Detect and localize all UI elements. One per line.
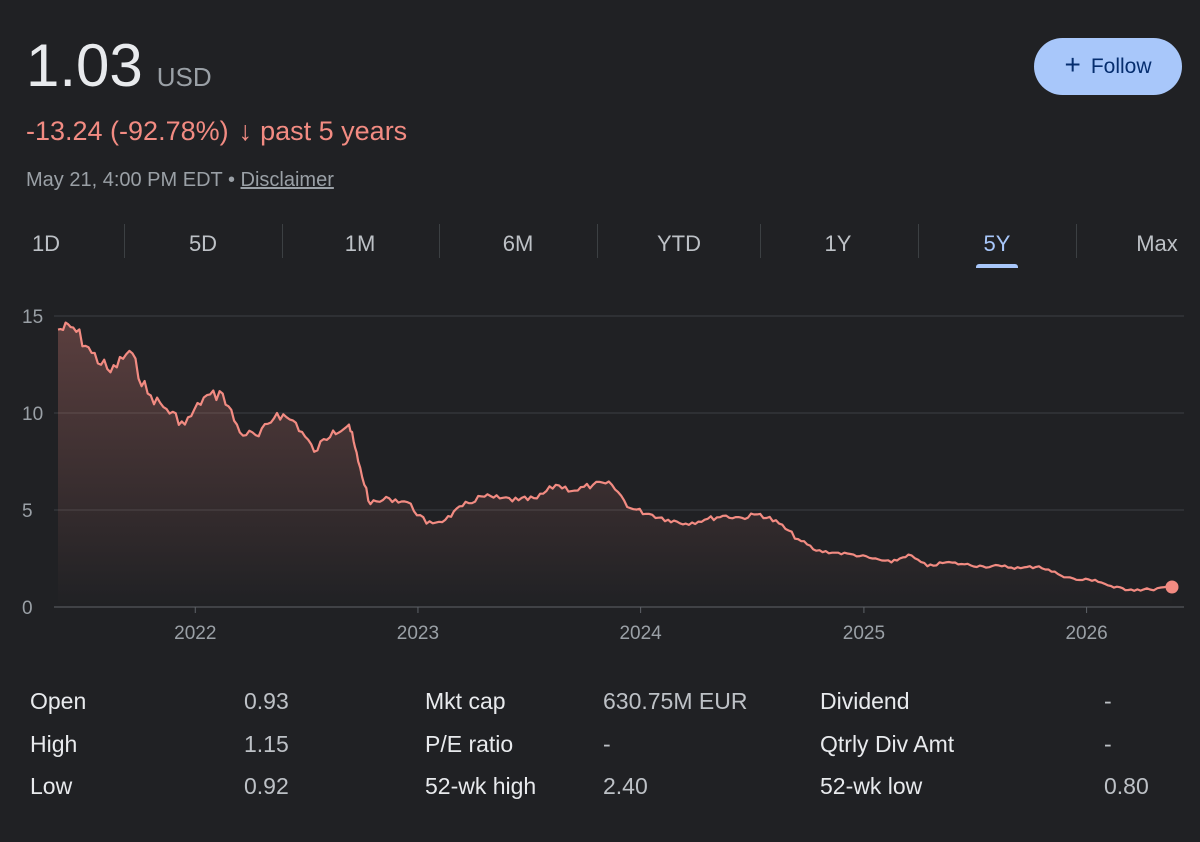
tab-label: 1D xyxy=(31,231,61,256)
stat-label: Low xyxy=(30,773,73,799)
tab-divider xyxy=(1076,224,1077,258)
tab-divider xyxy=(124,224,125,258)
stat-value: 2.40 xyxy=(603,773,648,799)
follow-label: Follow xyxy=(1090,54,1152,78)
current-price: 1.03 xyxy=(26,32,143,99)
price-header: 1.03 USD xyxy=(26,36,212,96)
currency-label: USD xyxy=(156,62,212,92)
stat-value: 0.92 xyxy=(244,773,289,799)
tab-label: 5Y xyxy=(983,231,1011,256)
x-tick-label: 2024 xyxy=(619,623,662,644)
y-tick-label: 5 xyxy=(22,501,33,522)
tab-divider xyxy=(597,224,598,258)
stat-label: Open xyxy=(30,688,87,714)
stat-value: 630.75M EUR xyxy=(603,688,748,714)
tab-5y[interactable]: 5Y xyxy=(961,220,1033,268)
tab-label: YTD xyxy=(657,231,701,256)
arrow-down-icon: ↓ xyxy=(238,116,253,146)
x-tick-label: 2026 xyxy=(1065,623,1107,644)
tab-divider xyxy=(760,224,761,258)
price-line xyxy=(57,321,1173,592)
x-tick-label: 2025 xyxy=(843,623,885,644)
range-tabs: 1D 5D 1M 6M YTD 1Y 5Y Max xyxy=(0,220,1200,270)
tab-label: 6M xyxy=(502,231,534,256)
last-price-marker xyxy=(1165,580,1179,594)
y-tick-label: 15 xyxy=(22,307,43,328)
x-tick-label: 2023 xyxy=(397,623,439,644)
price-change: -13.24 (-92.78%) ↓ past 5 years xyxy=(26,116,407,147)
y-tick-label: 0 xyxy=(22,598,33,619)
y-tick-label: 10 xyxy=(22,404,43,425)
area-fill xyxy=(58,322,1172,607)
tab-5d[interactable]: 5D xyxy=(167,220,239,268)
stat-label: 52-wk low xyxy=(820,773,923,799)
stat-label: Mkt cap xyxy=(425,688,506,714)
tab-label: 1Y xyxy=(824,231,852,256)
price-chart[interactable]: 0 5 10 15 2022 2023 2024 2025 2026 xyxy=(0,290,1200,650)
tab-divider xyxy=(918,224,919,258)
tab-divider xyxy=(439,224,440,258)
tab-6m[interactable]: 6M xyxy=(482,220,554,268)
stat-value: 0.80 xyxy=(1104,773,1149,799)
tab-label: 1M xyxy=(344,231,376,256)
stat-label: 52-wk high xyxy=(425,773,537,799)
plus-icon: + xyxy=(1064,49,1081,80)
stat-label: P/E ratio xyxy=(425,731,514,757)
tab-1m[interactable]: 1M xyxy=(324,220,396,268)
x-tick-label: 2022 xyxy=(174,623,216,644)
meta-separator: • xyxy=(227,169,235,191)
change-period: past 5 years xyxy=(260,116,408,146)
stat-value: - xyxy=(603,731,611,757)
disclaimer-link[interactable]: Disclaimer xyxy=(240,169,334,191)
change-value: -13.24 (-92.78%) xyxy=(26,116,229,146)
quote-timestamp: May 21, 4:00 PM EDT xyxy=(26,169,223,191)
stat-value: - xyxy=(1104,688,1112,714)
stat-label: Qtrly Div Amt xyxy=(820,731,955,757)
tab-1d[interactable]: 1D xyxy=(10,220,82,268)
active-tab-indicator xyxy=(976,264,1018,268)
follow-button[interactable]: + Follow xyxy=(1034,38,1182,95)
tab-label: 5D xyxy=(188,231,218,256)
tab-max[interactable]: Max xyxy=(1118,220,1196,268)
stat-value: - xyxy=(1104,731,1112,757)
tab-divider xyxy=(282,224,283,258)
stat-label: Dividend xyxy=(820,688,910,714)
tab-1y[interactable]: 1Y xyxy=(802,220,874,268)
quote-meta: May 21, 4:00 PM EDT • Disclaimer xyxy=(26,169,334,192)
stat-label: High xyxy=(30,731,78,757)
tab-ytd[interactable]: YTD xyxy=(638,220,720,268)
stat-value: 0.93 xyxy=(244,688,289,714)
stat-value: 1.15 xyxy=(244,731,289,757)
tab-label: Max xyxy=(1136,231,1178,256)
